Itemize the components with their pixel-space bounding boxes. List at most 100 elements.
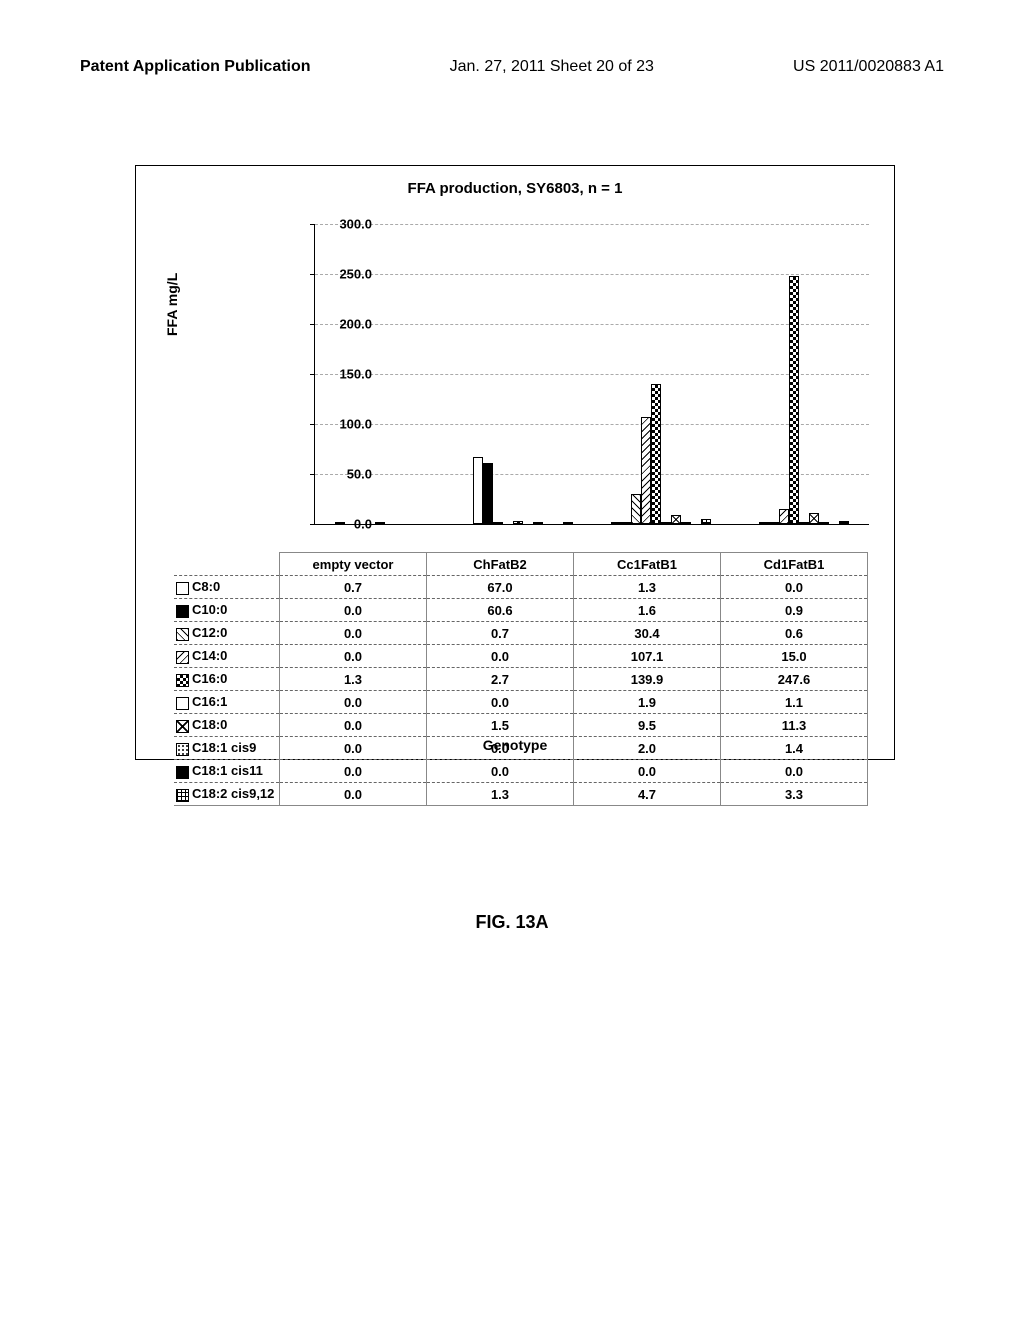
table-row: C12:00.00.730.40.6 bbox=[174, 622, 868, 645]
ytick-label: 200.0 bbox=[320, 317, 372, 332]
table-col-header: ChFatB2 bbox=[427, 553, 574, 576]
legend-cell: C18:1 cis11 bbox=[174, 760, 280, 783]
bar bbox=[701, 519, 711, 524]
legend-swatch bbox=[176, 789, 189, 802]
ytick-label: 250.0 bbox=[320, 267, 372, 282]
chart-title: FFA production, SY6803, n = 1 bbox=[136, 180, 894, 197]
legend-swatch bbox=[176, 674, 189, 687]
table-cell: 0.0 bbox=[280, 714, 427, 737]
table-cell: 0.0 bbox=[280, 599, 427, 622]
bar bbox=[533, 522, 543, 524]
table-row: C8:00.767.01.30.0 bbox=[174, 576, 868, 599]
table-cell: 0.0 bbox=[721, 576, 868, 599]
bar bbox=[493, 522, 503, 524]
bar bbox=[631, 494, 641, 524]
legend-cell: C16:1 bbox=[174, 691, 280, 714]
ytick-mark bbox=[310, 224, 315, 225]
legend-cell: C8:0 bbox=[174, 576, 280, 599]
bar bbox=[483, 463, 493, 524]
legend-cell: C12:0 bbox=[174, 622, 280, 645]
x-axis-label: Genotype bbox=[136, 737, 894, 753]
legend-label: C18:0 bbox=[192, 717, 227, 732]
legend-label: C10:0 bbox=[192, 602, 227, 617]
bar bbox=[819, 522, 829, 524]
table-cell: 1.3 bbox=[427, 783, 574, 806]
legend-swatch bbox=[176, 697, 189, 710]
header-left: Patent Application Publication bbox=[80, 58, 311, 76]
table-cell: 0.0 bbox=[280, 783, 427, 806]
ytick-label: 50.0 bbox=[320, 467, 372, 482]
legend-label: C8:0 bbox=[192, 579, 220, 594]
legend-swatch bbox=[176, 766, 189, 779]
table-cell: 0.0 bbox=[427, 691, 574, 714]
ytick-mark bbox=[310, 324, 315, 325]
ytick-mark bbox=[310, 424, 315, 425]
legend-swatch bbox=[176, 605, 189, 618]
bar-group bbox=[730, 224, 868, 524]
legend-label: C12:0 bbox=[192, 625, 227, 640]
legend-swatch bbox=[176, 720, 189, 733]
table-cell: 11.3 bbox=[721, 714, 868, 737]
table-cell: 107.1 bbox=[574, 645, 721, 668]
table-col-header: empty vector bbox=[280, 553, 427, 576]
table-cell: 9.5 bbox=[574, 714, 721, 737]
table-cell: 0.0 bbox=[574, 760, 721, 783]
ytick-label: 300.0 bbox=[320, 217, 372, 232]
bar bbox=[839, 521, 849, 524]
table-cell: 1.5 bbox=[427, 714, 574, 737]
legend-cell: C10:0 bbox=[174, 599, 280, 622]
figure-caption: FIG. 13A bbox=[0, 912, 1024, 933]
table-cell: 1.1 bbox=[721, 691, 868, 714]
table-cell: 15.0 bbox=[721, 645, 868, 668]
bar bbox=[779, 509, 789, 524]
table-cell: 0.7 bbox=[427, 622, 574, 645]
plot-area bbox=[314, 224, 869, 525]
ytick-label: 150.0 bbox=[320, 367, 372, 382]
table-cell: 3.3 bbox=[721, 783, 868, 806]
table-row: C10:0 0.060.61.60.9 bbox=[174, 599, 868, 622]
bar bbox=[375, 522, 385, 524]
table-cell: 1.6 bbox=[574, 599, 721, 622]
page-header: Patent Application Publication Jan. 27, … bbox=[0, 58, 1024, 76]
ytick-mark bbox=[310, 474, 315, 475]
bar bbox=[789, 276, 799, 524]
table-row: C18:1 cis110.00.00.00.0 bbox=[174, 760, 868, 783]
data-table: empty vectorChFatB2Cc1FatB1Cd1FatB1C8:00… bbox=[174, 552, 868, 806]
bar bbox=[671, 515, 681, 525]
bar bbox=[563, 522, 573, 524]
table-col-header: Cc1FatB1 bbox=[574, 553, 721, 576]
bar bbox=[769, 522, 779, 524]
table-cell: 60.6 bbox=[427, 599, 574, 622]
table-cell: 0.0 bbox=[280, 691, 427, 714]
table-cell: 1.9 bbox=[574, 691, 721, 714]
table-row: C18:2 cis9,120.01.34.73.3 bbox=[174, 783, 868, 806]
bar bbox=[661, 522, 671, 524]
table-cell: 67.0 bbox=[427, 576, 574, 599]
legend-label: C16:1 bbox=[192, 694, 227, 709]
legend-swatch bbox=[176, 628, 189, 641]
legend-swatch bbox=[176, 582, 189, 595]
header-right: US 2011/0020883 A1 bbox=[793, 58, 944, 76]
bar-group bbox=[454, 224, 592, 524]
bar bbox=[641, 417, 651, 524]
table-cell: 4.7 bbox=[574, 783, 721, 806]
bar bbox=[809, 513, 819, 524]
table-row: C18:0 0.01.59.511.3 bbox=[174, 714, 868, 737]
ytick-mark bbox=[310, 274, 315, 275]
table-cell: 0.0 bbox=[721, 760, 868, 783]
table-cell: 0.0 bbox=[427, 760, 574, 783]
bar bbox=[473, 457, 483, 524]
table-row: C16:01.32.7139.9247.6 bbox=[174, 668, 868, 691]
bar bbox=[621, 522, 631, 524]
ytick-mark bbox=[310, 524, 315, 525]
table-cell: 1.3 bbox=[280, 668, 427, 691]
table-cell: 0.9 bbox=[721, 599, 868, 622]
bar bbox=[513, 521, 523, 524]
table-corner bbox=[174, 553, 280, 576]
header-center: Jan. 27, 2011 Sheet 20 of 23 bbox=[450, 58, 654, 76]
legend-cell: C16:0 bbox=[174, 668, 280, 691]
legend-swatch bbox=[176, 651, 189, 664]
ytick-mark bbox=[310, 374, 315, 375]
table-cell: 0.0 bbox=[280, 645, 427, 668]
bar bbox=[611, 522, 621, 524]
